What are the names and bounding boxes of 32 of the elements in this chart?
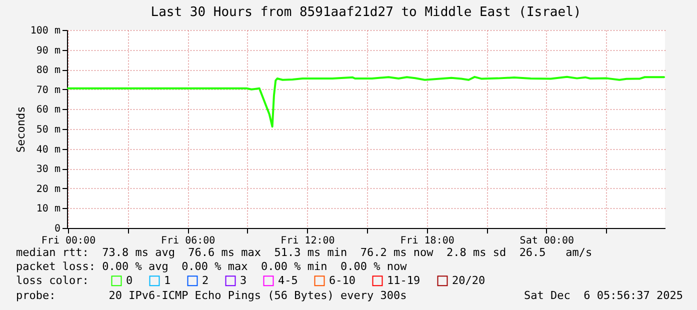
text: probe: 20 IPv6-ICMP Echo Pings (56 Bytes) every 300s xyxy=(16,289,407,302)
y-tick-label: 30 m xyxy=(36,164,60,176)
y-tick-label: 0 xyxy=(54,224,60,234)
y-tick-label: 70 m xyxy=(36,84,60,96)
legend-label: 6-10 xyxy=(329,274,356,287)
legend-label: 1 xyxy=(164,274,171,287)
y-tick-label: 90 m xyxy=(36,45,60,56)
legend-title: loss color: xyxy=(16,274,89,287)
y-tick-label: 80 m xyxy=(36,65,60,76)
text: median rtt: 73.8 ms avg 76.6 ms max 51.3 ms min 76.2 ms now 2.8 ms sd 26.5 am/s xyxy=(16,246,592,259)
x-tick-label: Sat 00:00 xyxy=(520,236,574,246)
y-axis-title: Seconds xyxy=(14,106,28,153)
x-tick-label: Fri 00:00 xyxy=(41,236,96,246)
y-tick-label: 40 m xyxy=(36,144,60,156)
chart-title: Last 30 Hours from 8591aaf21d27 to Middle East (Israel) xyxy=(150,5,582,20)
y-tick-label: 10 m xyxy=(36,204,60,215)
y-tick-label: 100 m xyxy=(30,26,60,36)
x-tick-label: Fri 18:00 xyxy=(400,236,454,246)
legend-label: 3 xyxy=(240,274,247,287)
legend-label: 20/20 xyxy=(452,274,486,287)
y-tick-label: 20 m xyxy=(36,184,60,195)
x-tick-label: Fri 12:00 xyxy=(280,236,335,246)
y-tick-label: 50 m xyxy=(36,124,60,136)
legend-label: 0 xyxy=(126,274,133,287)
legend-label: 4-5 xyxy=(278,274,298,287)
text: Sat Dec 6 05:56:37 2025 xyxy=(524,289,683,302)
line-series xyxy=(66,76,666,128)
text: packet loss: 0.00 % avg 0.00 % max 0.00 % min 0.00 % now xyxy=(16,260,407,273)
legend-label: 2 xyxy=(202,274,209,287)
y-tick-label: 60 m xyxy=(36,104,60,116)
x-tick-label: Fri 06:00 xyxy=(161,236,216,246)
legend-label: 11-19 xyxy=(387,274,420,287)
